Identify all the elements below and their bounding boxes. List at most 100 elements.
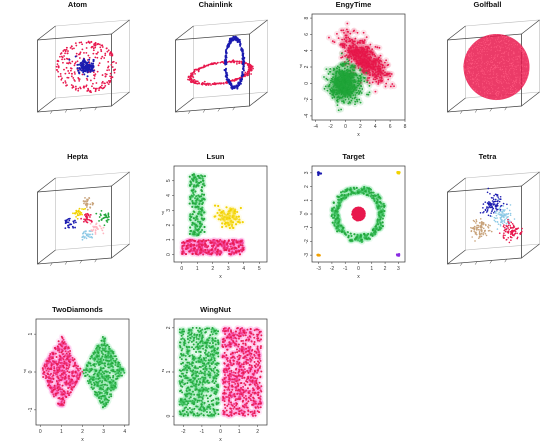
data-point xyxy=(340,29,343,32)
data-point xyxy=(486,80,488,82)
data-point xyxy=(496,65,498,67)
data-point xyxy=(374,55,377,57)
data-point xyxy=(372,64,375,66)
data-point xyxy=(467,70,469,72)
data-point xyxy=(86,79,89,81)
data-point xyxy=(523,54,525,56)
data-point xyxy=(505,68,507,70)
data-point xyxy=(509,77,511,79)
data-point xyxy=(225,74,228,77)
data-point xyxy=(97,64,100,67)
data-point xyxy=(80,212,83,214)
data-point xyxy=(236,60,239,63)
data-point xyxy=(518,51,520,53)
data-point xyxy=(477,72,479,74)
data-point xyxy=(381,79,384,82)
data-point xyxy=(196,220,200,223)
data-point xyxy=(498,91,500,93)
data-point xyxy=(182,244,185,247)
data-point xyxy=(360,60,363,63)
data-point xyxy=(344,50,347,53)
data-point xyxy=(360,50,363,53)
data-point xyxy=(81,43,84,46)
data-point xyxy=(337,79,340,82)
data-point xyxy=(346,71,349,73)
data-point xyxy=(81,238,84,241)
x-axis-label: x xyxy=(357,132,360,138)
data-point xyxy=(348,37,351,40)
data-point xyxy=(334,80,337,83)
data-point xyxy=(365,67,367,70)
data-point xyxy=(188,175,191,178)
data-point xyxy=(102,232,105,235)
data-point xyxy=(476,66,478,68)
data-point xyxy=(472,52,474,54)
data-point xyxy=(190,243,193,246)
data-point xyxy=(514,81,516,83)
data-point xyxy=(511,44,513,46)
data-point xyxy=(475,58,477,60)
data-point xyxy=(357,52,360,55)
data-point xyxy=(475,89,477,91)
data-point xyxy=(92,82,94,85)
data-point xyxy=(359,84,362,87)
data-point xyxy=(214,62,217,65)
data-point xyxy=(371,73,374,75)
data-point xyxy=(106,81,109,84)
data-point xyxy=(342,29,345,32)
data-point xyxy=(341,38,344,41)
data-point xyxy=(195,82,197,85)
data-point xyxy=(482,41,484,43)
data-point xyxy=(194,224,197,227)
data-point xyxy=(212,242,215,245)
data-point xyxy=(507,40,509,42)
data-point xyxy=(478,75,480,77)
data-point xyxy=(369,43,372,46)
data-point xyxy=(505,92,507,94)
data-point xyxy=(72,222,75,224)
data-point xyxy=(239,78,242,81)
data-point xyxy=(189,213,192,216)
data-point xyxy=(187,243,190,247)
data-point xyxy=(68,72,71,75)
data-point xyxy=(514,87,516,89)
data-point xyxy=(371,74,374,77)
data-point xyxy=(510,91,512,93)
data-point xyxy=(84,207,87,210)
data-point xyxy=(242,248,245,251)
data-point xyxy=(95,52,98,55)
data-point xyxy=(504,90,506,92)
data-point xyxy=(238,249,241,253)
data-point xyxy=(198,222,202,225)
data-point xyxy=(501,94,503,96)
data-point xyxy=(101,229,104,232)
data-point xyxy=(386,73,389,76)
data-point xyxy=(341,100,343,103)
data-point xyxy=(492,88,494,90)
data-point xyxy=(104,84,107,87)
data-point xyxy=(349,70,352,73)
data-point xyxy=(227,60,230,63)
data-point xyxy=(190,77,193,80)
data-point xyxy=(479,44,481,46)
data-point xyxy=(64,72,67,75)
data-point xyxy=(189,196,192,199)
data-point xyxy=(202,238,205,242)
data-point xyxy=(346,96,349,98)
data-point xyxy=(192,76,195,79)
data-point xyxy=(361,88,364,90)
data-point xyxy=(97,51,99,54)
data-point xyxy=(470,76,472,78)
data-point xyxy=(107,49,110,52)
data-point xyxy=(506,91,508,93)
data-point xyxy=(473,90,475,92)
data-point xyxy=(93,43,95,46)
data-point xyxy=(332,85,335,88)
data-point xyxy=(210,244,213,247)
data-point xyxy=(349,66,352,69)
data-point xyxy=(208,82,211,85)
data-point xyxy=(362,55,365,58)
data-point xyxy=(524,65,526,67)
data-point xyxy=(380,70,382,73)
data-point xyxy=(503,59,505,61)
